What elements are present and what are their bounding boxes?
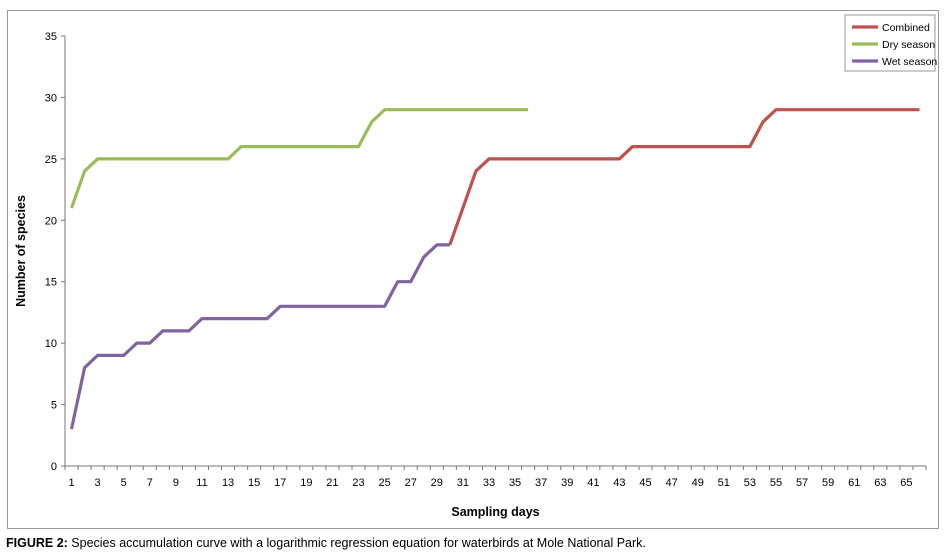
y-tick-label: 20 [45, 215, 57, 227]
x-tick-label: 21 [326, 477, 338, 489]
series-line-wet-season [69, 243, 450, 430]
x-tick-label: 33 [483, 477, 495, 489]
x-tick-label: 39 [561, 477, 573, 489]
x-tick-label: 29 [431, 477, 443, 489]
x-tick-label: 11 [196, 477, 207, 489]
x-tick-label: 7 [147, 477, 153, 489]
x-tick-label: 27 [405, 477, 417, 489]
y-tick-label: 10 [45, 338, 57, 350]
legend-label-wet-season: Wet season [882, 56, 937, 68]
legend: Combined Dry season Wet season [844, 14, 937, 72]
y-tick-label: 5 [51, 400, 57, 412]
x-tick-label: 43 [613, 477, 625, 489]
x-tick-label: 63 [874, 477, 886, 489]
x-tick-label: 45 [639, 477, 651, 489]
legend-label-combined: Combined [882, 22, 930, 34]
y-tick-label: 15 [45, 277, 57, 289]
x-tick-label: 55 [770, 477, 782, 489]
x-tick-label: 3 [95, 477, 101, 489]
x-tick-label: 59 [822, 477, 834, 489]
y-tick-label: 25 [45, 154, 57, 166]
caption-label: FIGURE 2: [6, 536, 68, 550]
x-tick-label: 41 [587, 477, 599, 489]
y-tick-label: 30 [45, 92, 57, 104]
x-tick-label: 53 [744, 477, 756, 489]
x-tick-label: 47 [665, 477, 677, 489]
x-tick-label: 23 [352, 477, 364, 489]
x-tick-label: 61 [848, 477, 860, 489]
legend-label-dry-season: Dry season [882, 39, 935, 51]
x-tick-label: 49 [692, 477, 704, 489]
series-layer [69, 108, 920, 430]
x-axis-title: Sampling days [451, 505, 539, 519]
y-tick-label: 0 [51, 461, 57, 473]
x-tick-label: 57 [796, 477, 808, 489]
x-tick-label: 5 [121, 477, 127, 489]
x-tick-label: 19 [300, 477, 312, 489]
y-axis-title: Number of species [14, 195, 28, 307]
x-tick-label: 35 [509, 477, 521, 489]
x-tick-label: 1 [68, 477, 74, 489]
x-tick-label: 9 [173, 477, 179, 489]
chart-frame: 0 5 10 15 20 25 30 35 1 3 5 7 9 11 13 15 17 19 21 23 25 27 29 3… [7, 10, 939, 529]
x-tick-label: 65 [900, 477, 912, 489]
x-tick-label: 51 [718, 477, 730, 489]
x-tick-label: 17 [274, 477, 286, 489]
series-line-dry-season [69, 108, 529, 209]
series-line-combined [448, 108, 920, 246]
x-tick-label: 31 [457, 477, 469, 489]
x-tick-label: 13 [222, 477, 234, 489]
y-tick-label: 35 [45, 31, 57, 43]
x-tick-label: 15 [248, 477, 260, 489]
figure-caption: FIGURE 2: Species accumulation curve wit… [6, 536, 646, 550]
x-tick-label: 25 [378, 477, 390, 489]
x-tick-label: 37 [535, 477, 547, 489]
caption-text: Species accumulation curve with a logari… [67, 536, 646, 550]
